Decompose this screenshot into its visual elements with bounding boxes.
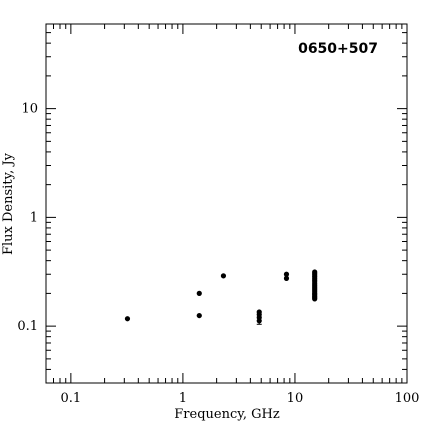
data-point [283,275,290,281]
data-points [124,269,318,325]
plot-frame [45,23,408,384]
y-tick-label: 1 [30,210,38,225]
data-point [196,312,202,319]
data-point [256,318,262,324]
y-tick-label: 0.1 [17,319,38,334]
data-point [312,296,318,302]
x-tick-label: 1 [179,391,187,406]
y-axis-title: Flux Density, Jy [1,152,16,255]
data-point [220,273,227,279]
data-point [196,290,202,296]
chart-title: 0650+507 [298,41,378,57]
x-tick-label: 10 [287,391,304,406]
axis-ticks [45,23,408,384]
data-point [124,316,131,322]
data-point [283,271,290,277]
y-tick-label: 10 [21,102,38,117]
x-axis-title: Frequency, GHz [174,407,280,422]
x-tick-label: 100 [395,391,420,406]
x-tick-label: 0.1 [61,391,82,406]
tick-labels: 0.1 1 10 100 0.1 1 10 [17,102,419,406]
